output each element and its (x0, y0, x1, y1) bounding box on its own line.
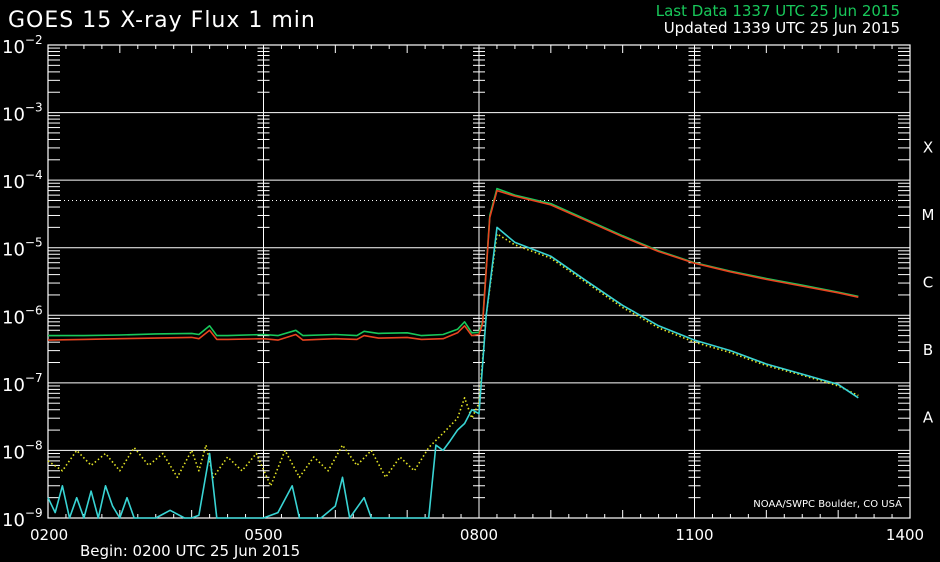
y-tick-exponent: −4 (25, 168, 43, 182)
series-line-0 (48, 187, 859, 337)
y-tick-label: 10−4 (2, 168, 43, 193)
flare-class-label: C (923, 274, 933, 292)
last-data-label: Last Data 1337 UTC 25 Jun 2015 (655, 2, 900, 20)
tick-marks (47, 45, 911, 518)
x-tick-label: 1100 (675, 526, 713, 544)
flare-class-label: M (922, 206, 935, 224)
credit-label: NOAA/SWPC Boulder, CO USA (753, 499, 902, 510)
chart-title: GOES 15 X-ray Flux 1 min (8, 8, 316, 33)
y-tick-exponent: −3 (25, 101, 43, 115)
flare-class-label: X (923, 138, 933, 156)
series-group (47, 187, 859, 519)
series-line-1 (47, 189, 859, 341)
series-line-3 (47, 226, 859, 519)
y-tick-label: 10−6 (2, 303, 43, 328)
y-tick-exponent: −9 (25, 506, 43, 520)
flare-class-label: A (923, 409, 934, 427)
y-tick-label: 10−8 (2, 438, 43, 463)
begin-label: Begin: 0200 UTC 25 Jun 2015 (80, 542, 301, 560)
y-tick-label: 10−3 (2, 101, 43, 126)
y-tick-exponent: −8 (25, 438, 43, 452)
grid (47, 44, 911, 519)
updated-label: Updated 1339 UTC 25 Jun 2015 (663, 19, 900, 37)
x-tick-label: 1400 (886, 526, 924, 544)
y-tick-label: 10−7 (2, 371, 43, 396)
x-tick-label: 0500 (244, 526, 282, 544)
x-tick-label: 0800 (460, 526, 498, 544)
y-tick-label: 10−2 (2, 33, 43, 58)
flare-class-labels: A B C M X (922, 138, 935, 426)
x-axis-labels: 0200 0500 0800 1100 1400 (30, 526, 924, 544)
flare-class-label: B (923, 341, 933, 359)
y-tick-exponent: −2 (25, 33, 43, 47)
y-tick-exponent: −5 (25, 236, 43, 250)
y-tick-exponent: −7 (25, 371, 43, 385)
y-tick-label: 10−5 (2, 236, 43, 261)
y-axis-labels: 10−910−810−710−610−510−410−310−2 (2, 33, 43, 531)
y-tick-exponent: −6 (25, 303, 43, 317)
x-tick-label: 0200 (30, 526, 68, 544)
